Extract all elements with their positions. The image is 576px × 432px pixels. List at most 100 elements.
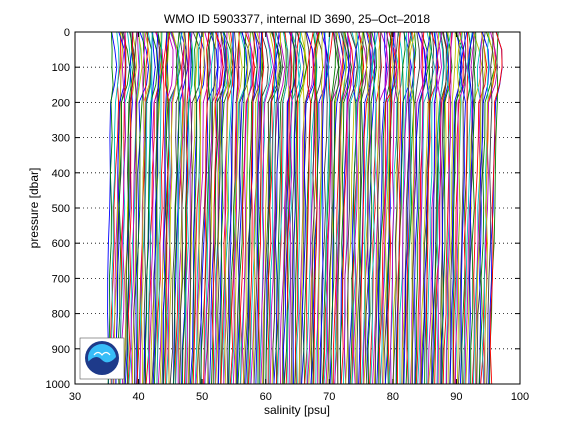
salinity-profile-line xyxy=(162,32,168,384)
salinity-profile-line xyxy=(135,32,150,384)
salinity-profile-line xyxy=(390,32,398,384)
salinity-profile-line xyxy=(247,32,255,384)
salinity-profile-line xyxy=(239,32,256,384)
salinity-profile-line xyxy=(294,32,300,384)
salinity-profile-line xyxy=(406,32,415,384)
salinity-profile-line xyxy=(340,32,350,384)
salinity-profile-line xyxy=(306,32,318,384)
salinity-profile-line xyxy=(179,32,187,384)
salinity-profile-line xyxy=(481,32,490,384)
salinity-profile-line xyxy=(359,32,364,384)
salinity-profile-line xyxy=(220,32,234,384)
salinity-profile-line xyxy=(123,32,136,384)
salinity-profile-line xyxy=(224,32,232,384)
salinity-profile-line xyxy=(217,32,226,384)
salinity-profile-line xyxy=(428,32,440,384)
salinity-profile-line xyxy=(361,32,374,384)
salinity-profile-line xyxy=(252,32,263,384)
salinity-profile-line xyxy=(133,32,138,384)
salinity-profile-line xyxy=(393,32,401,384)
salinity-profile-line xyxy=(475,32,486,384)
salinity-profile-line xyxy=(336,32,348,384)
salinity-profile-line xyxy=(408,32,415,384)
salinity-profile-line xyxy=(463,32,473,384)
salinity-profile-line xyxy=(411,32,421,384)
salinity-profile-line xyxy=(373,32,382,384)
salinity-profile-line xyxy=(320,32,331,384)
salinity-profile-line xyxy=(367,32,377,384)
salinity-profile-line xyxy=(384,32,396,384)
salinity-profile-line xyxy=(255,32,263,384)
salinity-profile-line xyxy=(465,32,476,384)
salinity-profile-line xyxy=(459,32,468,384)
salinity-profile-line xyxy=(253,32,269,384)
salinity-profile-line xyxy=(415,32,425,384)
salinity-profile-line xyxy=(396,32,401,384)
salinity-profile-line xyxy=(185,32,194,384)
salinity-profile-line xyxy=(435,32,443,384)
y-tick-label: 700 xyxy=(52,273,70,285)
salinity-profile-line xyxy=(370,32,379,384)
y-tick-label: 0 xyxy=(64,27,70,39)
salinity-profile-line xyxy=(319,32,328,384)
salinity-profile-line xyxy=(410,32,428,384)
salinity-profile-line xyxy=(468,32,474,384)
salinity-profile-line xyxy=(304,32,314,384)
salinity-profile-line xyxy=(382,32,394,384)
salinity-profile-line xyxy=(288,32,293,384)
salinity-profile-line xyxy=(425,32,439,384)
salinity-profile-line xyxy=(207,32,216,384)
salinity-profile-line xyxy=(291,32,297,384)
salinity-profile-line xyxy=(200,32,218,384)
profile-lines xyxy=(107,32,503,384)
salinity-profile-line xyxy=(168,32,180,384)
salinity-profile-line xyxy=(107,32,114,384)
salinity-profile-line xyxy=(343,32,352,384)
salinity-profile-line xyxy=(136,32,146,384)
salinity-profile-line xyxy=(313,32,320,384)
salinity-profile-line xyxy=(454,32,467,384)
salinity-profile-line xyxy=(294,32,307,384)
salinity-profile-line xyxy=(387,32,393,384)
x-tick-label: 90 xyxy=(450,391,462,403)
salinity-profile-line xyxy=(392,32,399,384)
salinity-profile-line xyxy=(372,32,389,384)
salinity-profile-line xyxy=(399,32,408,384)
salinity-profile-line xyxy=(321,32,336,384)
salinity-profile-line xyxy=(119,32,132,384)
salinity-profile-line xyxy=(239,32,252,384)
salinity-profile-line xyxy=(273,32,280,384)
salinity-profile-line xyxy=(153,32,163,384)
salinity-profile-line xyxy=(330,32,340,384)
noaa-logo xyxy=(79,337,125,380)
salinity-profile-line xyxy=(484,32,495,384)
salinity-profile-line xyxy=(242,32,252,384)
salinity-profile-line xyxy=(211,32,224,384)
salinity-profile-line xyxy=(234,32,243,384)
salinity-profile-line xyxy=(317,32,324,384)
salinity-profile-line xyxy=(229,32,241,384)
salinity-profile-line xyxy=(258,32,265,384)
axis-ticks: 30 40 50 60 70 80 90 10001002003004005006007008… xyxy=(46,27,530,403)
x-tick-label: 70 xyxy=(323,391,335,403)
salinity-profile-line xyxy=(431,32,438,384)
salinity-profile-line xyxy=(286,32,302,384)
salinity-profile-line xyxy=(237,32,247,384)
salinity-profile-line xyxy=(181,32,192,384)
salinity-profile-line xyxy=(296,32,302,384)
salinity-profile-line xyxy=(165,32,171,384)
salinity-profile-line xyxy=(408,32,416,384)
y-axis-label: pressure [dbar] xyxy=(27,168,41,249)
salinity-profile-line xyxy=(110,32,120,384)
salinity-profile-line xyxy=(156,32,163,384)
salinity-profile-line xyxy=(145,32,161,384)
salinity-profile-line xyxy=(263,32,281,384)
salinity-profile-line xyxy=(441,32,453,384)
salinity-profile-line xyxy=(414,32,429,384)
salinity-profile-line xyxy=(419,32,424,384)
salinity-profile-line xyxy=(489,32,503,384)
salinity-profile-line xyxy=(188,32,202,384)
salinity-profile-line xyxy=(265,32,282,384)
salinity-profile-line xyxy=(476,32,486,384)
